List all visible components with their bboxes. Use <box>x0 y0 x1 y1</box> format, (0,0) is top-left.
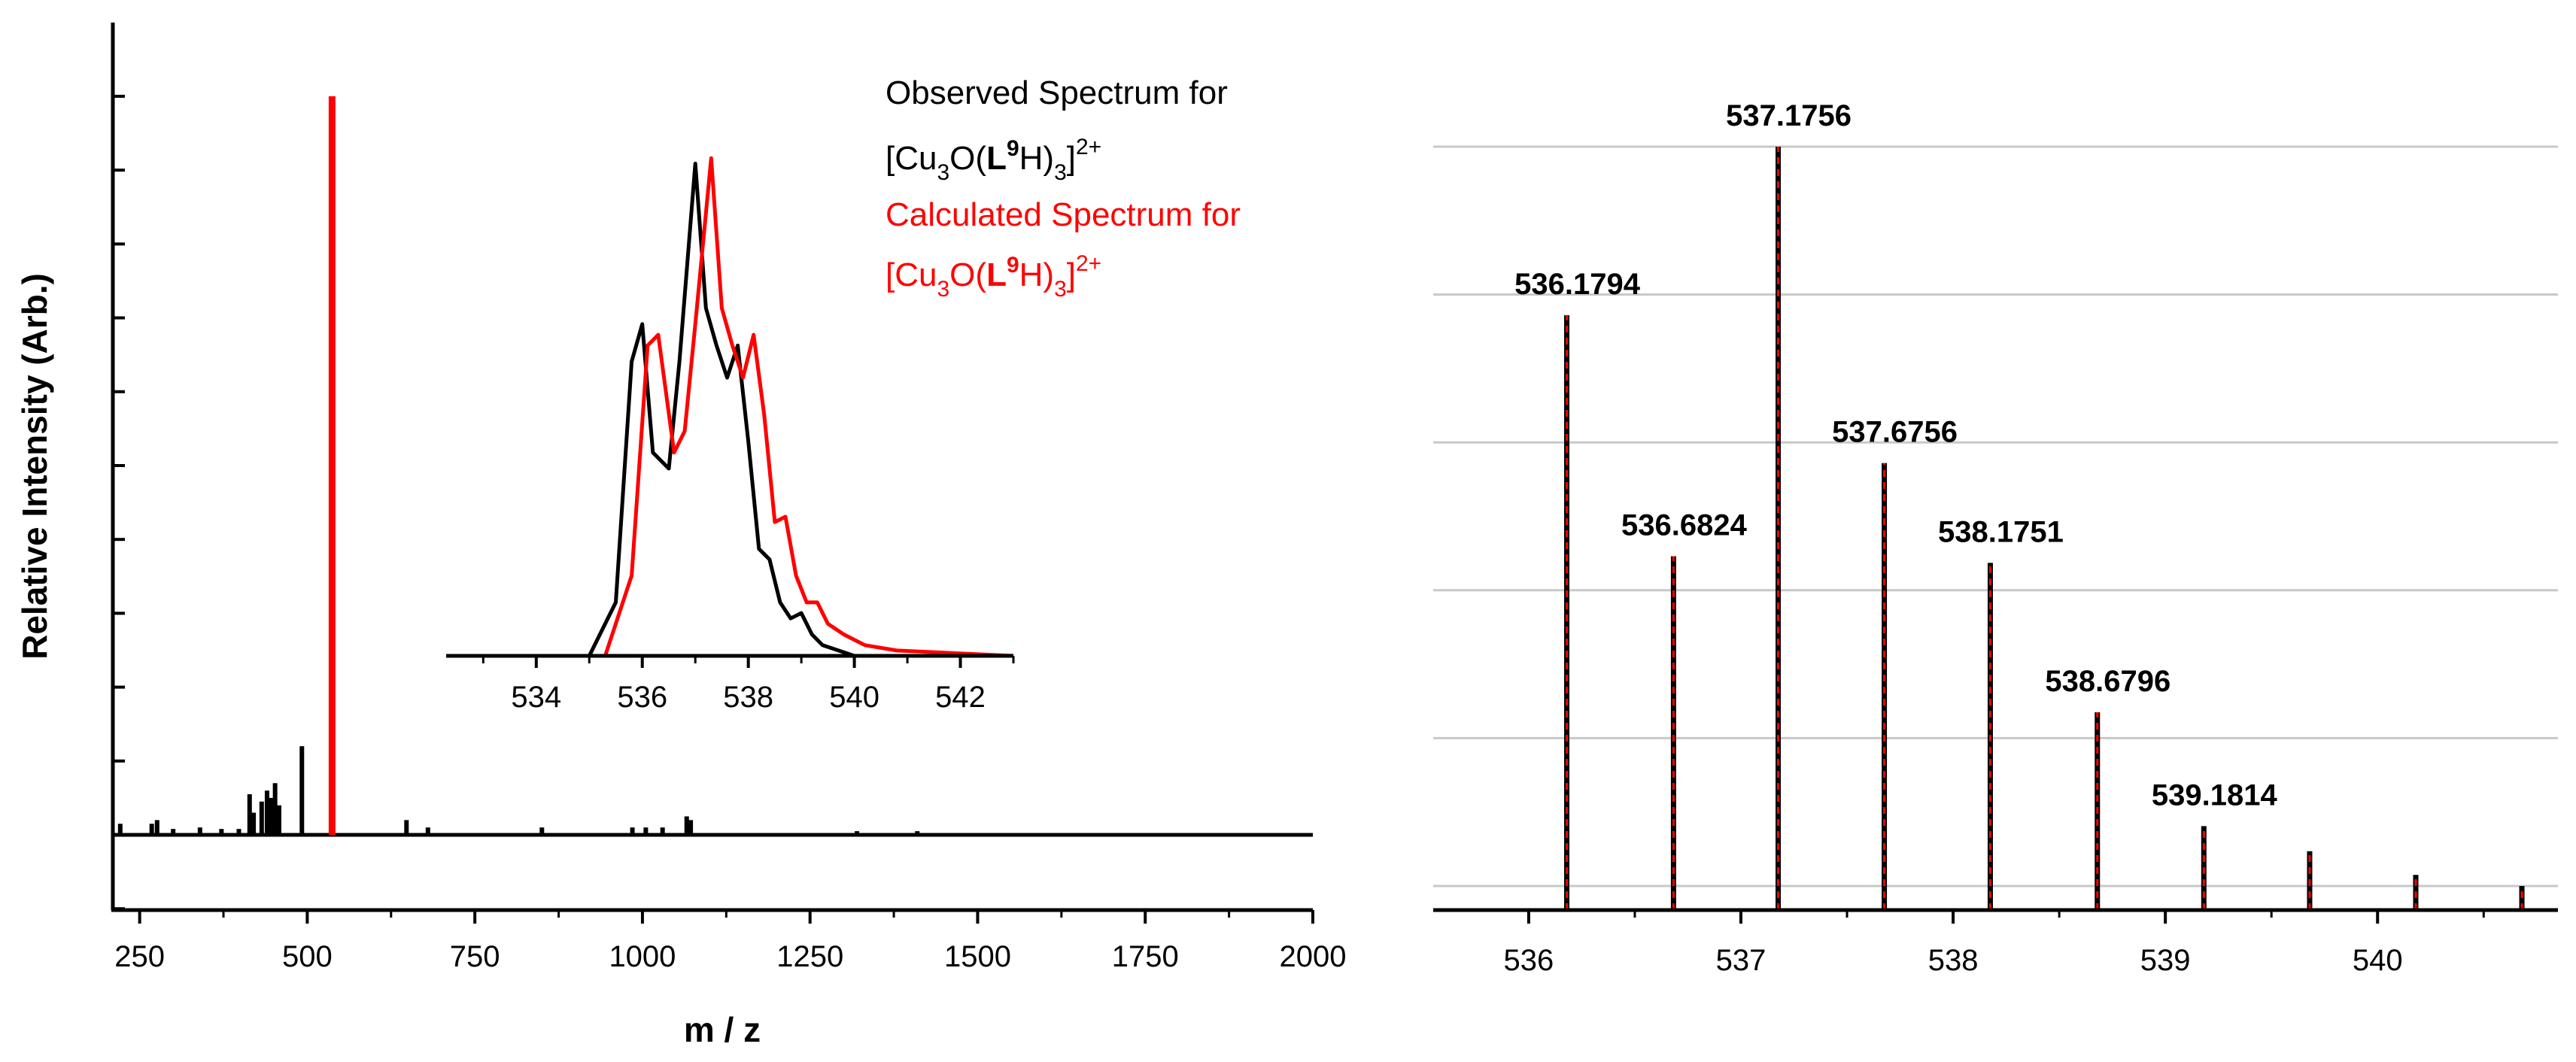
legend-calculated-formula: [Cu3O(L9H)3]2+ <box>886 251 1101 302</box>
inset-x-tick-label: 542 <box>935 681 986 714</box>
legend-calculated-title: Calculated Spectrum for <box>886 196 1241 233</box>
formula-ligand: L <box>986 140 1007 177</box>
formula-sub2: 3 <box>1054 277 1067 302</box>
x-tick-label: 500 <box>282 940 333 973</box>
full-spectrum-panel: 250 500 750 1000 1250 1500 1750 2000 m / z Rela… <box>15 23 1346 1049</box>
left-y-ticks <box>113 95 125 911</box>
x-tick-label: 1250 <box>776 940 843 973</box>
x-tick-label: 540 <box>2353 944 2403 977</box>
peak-label: 539.1814 <box>2152 778 2278 812</box>
left-x-axis-label: m / z <box>684 1010 761 1049</box>
legend-observed-title: Observed Spectrum for <box>886 74 1228 111</box>
formula-charge: 2+ <box>1076 251 1101 276</box>
right-x-ticks: 536 537 538 539 540 <box>1504 910 2485 977</box>
right-gridlines <box>1433 145 2558 888</box>
peak-label: 538.6796 <box>2045 665 2170 698</box>
x-tick-label: 250 <box>114 940 165 973</box>
inset-isotope-panel: 534 536 538 540 542 <box>446 156 1015 714</box>
formula-sub2: 3 <box>1054 160 1067 185</box>
left-y-axis-label: Relative Intensity (Arb.) <box>15 273 54 660</box>
x-tick-label: 1750 <box>1112 940 1179 973</box>
formula-sup: 9 <box>1007 253 1019 278</box>
formula-close: ] <box>1067 140 1076 177</box>
formula-close: ] <box>1067 256 1076 293</box>
x-tick-label: 750 <box>450 940 500 973</box>
isotope-pattern-panel: 536 537 538 539 540 536.1794 536.6824 537.1756… <box>1433 99 2558 977</box>
left-x-ticks: 250 500 750 1000 1250 1500 1750 2000 <box>114 910 1346 973</box>
inset-x-ticks: 534 536 538 540 542 <box>481 656 1015 714</box>
peak-label: 537.1756 <box>1726 99 1852 132</box>
legend-observed-formula: [Cu3O(L9H)3]2+ <box>886 135 1101 185</box>
x-tick-label: 1000 <box>609 940 676 973</box>
isotope-peaks <box>1564 147 2525 910</box>
legend: Observed Spectrum for [Cu3O(L9H)3]2+ Cal… <box>886 74 1241 302</box>
formula-mid: O( <box>949 140 986 177</box>
x-tick-label: 539 <box>2140 944 2191 977</box>
formula-prefix: [Cu <box>886 140 937 177</box>
x-tick-label: 1500 <box>944 940 1011 973</box>
peak-label: 538.1751 <box>1938 515 2064 548</box>
inset-x-tick-label: 538 <box>723 681 773 714</box>
formula-mid2: H) <box>1019 256 1054 293</box>
isotope-peak-labels: 536.1794 536.6824 537.1756 537.6756 538.1751… <box>1514 99 2277 812</box>
inset-x-tick-label: 536 <box>617 681 667 714</box>
x-tick-label: 2000 <box>1280 940 1347 973</box>
inset-calculated-line <box>446 156 1014 658</box>
x-tick-label: 537 <box>1716 944 1766 977</box>
inset-x-tick-label: 534 <box>511 681 561 714</box>
formula-sup: 9 <box>1007 136 1019 161</box>
full-spectrum-peaks <box>113 96 1313 837</box>
formula-charge: 2+ <box>1076 135 1101 159</box>
peak-label: 536.6824 <box>1621 509 1748 542</box>
formula-sub: 3 <box>937 277 949 302</box>
inset-x-tick-label: 540 <box>829 681 879 714</box>
formula-mid2: H) <box>1019 140 1054 177</box>
peak-label: 537.6756 <box>1832 416 1958 449</box>
x-tick-label: 538 <box>1928 944 1979 977</box>
formula-mid: O( <box>949 256 986 293</box>
formula-ligand: L <box>986 256 1007 293</box>
formula-prefix: [Cu <box>886 256 937 293</box>
inset-observed-line <box>446 162 1013 658</box>
peak-label: 536.1794 <box>1514 268 1641 301</box>
formula-sub: 3 <box>937 160 949 185</box>
x-tick-label: 536 <box>1504 944 1554 977</box>
